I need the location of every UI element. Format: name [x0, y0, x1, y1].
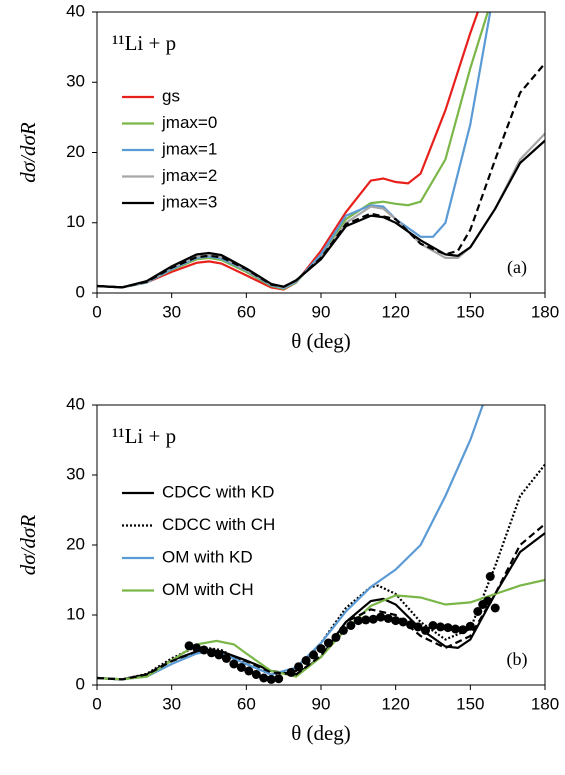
- x-tick-label: 60: [237, 302, 256, 321]
- y-tick-label: 0: [76, 674, 85, 693]
- legend-label: CDCC with KD: [162, 482, 274, 501]
- data-point: [259, 673, 269, 683]
- data-point: [398, 617, 408, 627]
- legend-label: gs: [162, 86, 180, 105]
- y-tick-label: 30: [66, 464, 85, 483]
- legend-label: CDCC with CH: [162, 515, 275, 534]
- data-point: [301, 656, 311, 665]
- data-point: [376, 612, 386, 622]
- data-point: [483, 596, 493, 606]
- series-line: [97, 139, 545, 289]
- data-point: [184, 641, 194, 651]
- data-point: [338, 625, 348, 635]
- data-point: [236, 663, 246, 672]
- data-point: [294, 662, 304, 672]
- plot-frame: [96, 11, 546, 294]
- data-point: [450, 624, 460, 634]
- data-point: [214, 650, 224, 660]
- data-point: [331, 632, 341, 642]
- data-point: [413, 622, 423, 632]
- data-point: [206, 648, 216, 658]
- y-tick-label: 40: [66, 394, 85, 413]
- annotation: ¹¹Li + p: [112, 31, 176, 55]
- series-line: [97, 405, 484, 681]
- x-tick-label: 120: [381, 302, 409, 321]
- x-tick-label: 30: [162, 694, 181, 713]
- data-point: [383, 614, 393, 623]
- data-point: [244, 666, 254, 676]
- x-tick-label: 150: [456, 302, 484, 321]
- data-point: [428, 621, 438, 630]
- x-tick-label: 60: [237, 694, 256, 713]
- data-point: [368, 614, 378, 624]
- data-point: [485, 572, 495, 581]
- y-tick-label: 0: [76, 282, 85, 301]
- y-tick-label: 10: [66, 212, 85, 231]
- data-point: [316, 644, 326, 654]
- x-tick-label: 180: [531, 302, 559, 321]
- legend-label: jmax=0: [161, 113, 217, 132]
- data-point: [361, 615, 371, 625]
- y-axis-label: dσ/dσR: [16, 515, 40, 576]
- legend-label: OM with CH: [162, 580, 254, 599]
- x-tick-label: 30: [162, 302, 181, 321]
- data-point: [421, 625, 431, 635]
- annotation: ¹¹Li + p: [112, 424, 176, 448]
- x-axis-label: θ (deg): [291, 329, 351, 353]
- y-tick-label: 30: [66, 72, 85, 91]
- x-tick-label: 150: [456, 694, 484, 713]
- data-point: [458, 625, 468, 635]
- plot-area: [97, 12, 545, 291]
- data-point: [221, 653, 231, 663]
- data-point: [346, 621, 356, 630]
- series-line: [97, 62, 545, 289]
- data-point: [406, 620, 416, 630]
- data-point: [266, 674, 276, 684]
- plot-area: [97, 405, 545, 684]
- data-point: [435, 622, 445, 632]
- data-point: [309, 650, 319, 660]
- y-tick-label: 40: [66, 1, 85, 20]
- data-point: [229, 659, 239, 669]
- data-point: [490, 603, 500, 613]
- data-point: [465, 621, 475, 631]
- x-tick-label: 90: [312, 302, 331, 321]
- y-tick-label: 20: [66, 142, 85, 161]
- x-tick-label: 0: [92, 694, 101, 713]
- y-tick-label: 20: [66, 534, 85, 553]
- data-point: [473, 607, 483, 616]
- legend-label: jmax=2: [161, 166, 217, 185]
- data-point: [192, 643, 202, 653]
- x-tick-label: 120: [381, 694, 409, 713]
- y-axis-label: dσ/dσR: [16, 122, 40, 183]
- series-line: [97, 578, 545, 681]
- legend-label: jmax=1: [161, 139, 217, 158]
- data-point: [274, 674, 284, 684]
- data-point: [251, 670, 261, 679]
- data-point: [353, 616, 363, 626]
- panel-label: (b): [507, 649, 528, 670]
- data-point: [199, 645, 209, 655]
- data-point: [443, 623, 453, 633]
- plot-frame: [96, 404, 546, 686]
- x-tick-label: 0: [92, 302, 101, 321]
- x-axis-label: θ (deg): [291, 721, 351, 745]
- y-tick-label: 10: [66, 604, 85, 623]
- data-point: [286, 667, 296, 677]
- panel-label: (a): [507, 257, 527, 278]
- data-point: [323, 638, 333, 648]
- data-point: [391, 616, 401, 626]
- legend-label: OM with KD: [162, 547, 253, 566]
- x-tick-label: 90: [312, 694, 331, 713]
- x-tick-label: 180: [531, 694, 559, 713]
- series-line: [97, 523, 545, 681]
- legend-label: jmax=3: [161, 192, 217, 211]
